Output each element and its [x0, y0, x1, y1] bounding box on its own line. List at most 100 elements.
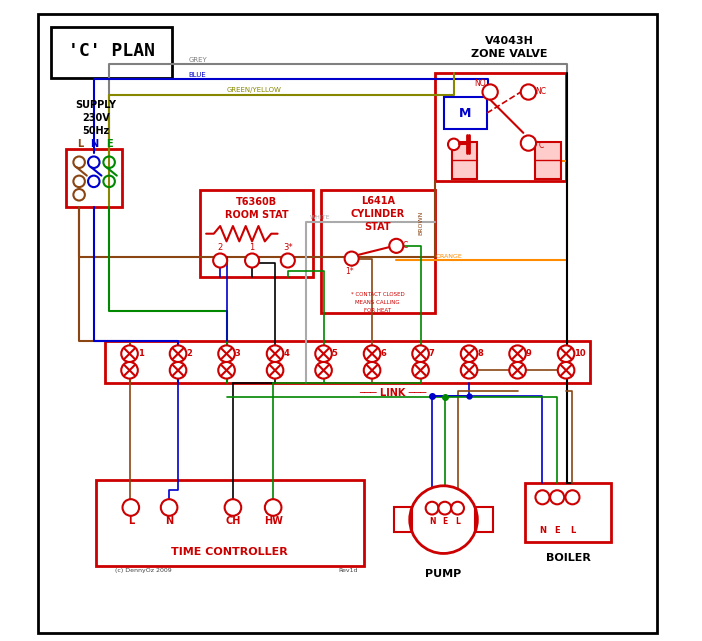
- Text: 5: 5: [332, 349, 338, 358]
- Text: ROOM STAT: ROOM STAT: [225, 210, 289, 221]
- Text: HW: HW: [264, 516, 283, 526]
- Circle shape: [482, 85, 498, 99]
- Bar: [444, 97, 487, 129]
- Text: CYLINDER: CYLINDER: [351, 209, 405, 219]
- Circle shape: [265, 499, 282, 516]
- Circle shape: [161, 499, 178, 516]
- Circle shape: [461, 362, 477, 379]
- Text: E: E: [107, 138, 113, 149]
- Text: BROWN: BROWN: [418, 211, 423, 235]
- Text: 9: 9: [526, 349, 531, 358]
- Circle shape: [345, 251, 359, 265]
- Circle shape: [536, 490, 550, 504]
- Text: 50Hz: 50Hz: [82, 126, 110, 136]
- Bar: [435, 73, 566, 181]
- Text: C: C: [403, 241, 408, 251]
- Circle shape: [121, 345, 138, 362]
- Circle shape: [550, 490, 564, 504]
- Text: C: C: [538, 141, 544, 150]
- Text: CH: CH: [225, 516, 241, 526]
- Text: TIME CONTROLLER: TIME CONTROLLER: [171, 547, 288, 557]
- Circle shape: [225, 499, 241, 516]
- Text: L: L: [77, 138, 83, 149]
- Circle shape: [558, 345, 574, 362]
- Circle shape: [315, 362, 332, 379]
- Text: 7: 7: [429, 349, 435, 358]
- Text: GREY: GREY: [188, 56, 207, 63]
- Circle shape: [425, 502, 439, 515]
- Circle shape: [170, 345, 186, 362]
- Circle shape: [245, 253, 259, 267]
- Bar: [395, 507, 412, 533]
- Text: Rev1d: Rev1d: [338, 568, 358, 573]
- Bar: [95, 480, 364, 566]
- Bar: [51, 27, 172, 78]
- Circle shape: [412, 345, 429, 362]
- Text: N: N: [91, 138, 98, 149]
- Text: FOR HEAT: FOR HEAT: [364, 308, 391, 313]
- Text: WHITE: WHITE: [310, 215, 330, 221]
- Text: T6360B: T6360B: [236, 197, 277, 208]
- Circle shape: [565, 490, 579, 504]
- Text: 4: 4: [284, 349, 289, 358]
- Circle shape: [439, 502, 451, 515]
- Text: ZONE VALVE: ZONE VALVE: [471, 49, 548, 60]
- Text: L641A: L641A: [361, 196, 395, 206]
- Circle shape: [509, 362, 526, 379]
- Text: E: E: [442, 517, 447, 526]
- Circle shape: [451, 502, 464, 515]
- Circle shape: [521, 135, 536, 151]
- Text: GREEN/YELLOW: GREEN/YELLOW: [227, 87, 282, 94]
- Bar: [66, 149, 122, 207]
- Circle shape: [390, 239, 404, 253]
- Text: L: L: [128, 516, 134, 526]
- Circle shape: [412, 362, 429, 379]
- Bar: [321, 190, 435, 313]
- Text: 1: 1: [138, 349, 144, 358]
- Bar: [105, 341, 590, 383]
- Text: N: N: [539, 526, 546, 535]
- Text: 3: 3: [235, 349, 241, 358]
- Circle shape: [521, 85, 536, 99]
- Circle shape: [315, 345, 332, 362]
- Circle shape: [364, 345, 380, 362]
- Text: 6: 6: [380, 349, 386, 358]
- Circle shape: [410, 486, 477, 553]
- Text: MEANS CALLING: MEANS CALLING: [355, 300, 400, 305]
- Text: L: L: [455, 517, 460, 526]
- Bar: [524, 483, 611, 542]
- Text: N: N: [165, 516, 173, 526]
- Circle shape: [364, 362, 380, 379]
- Circle shape: [558, 362, 574, 379]
- Circle shape: [123, 499, 139, 516]
- Text: (c) DennyOz 2009: (c) DennyOz 2009: [115, 568, 171, 573]
- Text: ORANGE: ORANGE: [435, 254, 462, 258]
- Bar: [200, 190, 313, 277]
- Text: BOILER: BOILER: [545, 553, 590, 563]
- Text: L: L: [570, 526, 575, 535]
- Text: * CONTACT CLOSED: * CONTACT CLOSED: [351, 292, 404, 297]
- Text: N: N: [429, 517, 435, 526]
- Text: ─── LINK ───: ─── LINK ───: [359, 388, 426, 397]
- Text: NO: NO: [474, 79, 486, 88]
- Circle shape: [170, 362, 186, 379]
- Text: E: E: [555, 526, 560, 535]
- Text: 1*: 1*: [345, 267, 354, 276]
- Circle shape: [218, 362, 235, 379]
- Circle shape: [448, 138, 460, 150]
- Circle shape: [267, 345, 284, 362]
- Text: 10: 10: [574, 349, 586, 358]
- Circle shape: [213, 253, 227, 267]
- Text: 1: 1: [249, 243, 255, 253]
- Text: 8: 8: [477, 349, 483, 358]
- Circle shape: [218, 345, 235, 362]
- Text: V4043H: V4043H: [485, 36, 534, 46]
- Text: NC: NC: [535, 87, 546, 96]
- Text: BLUE: BLUE: [188, 72, 206, 78]
- Text: SUPPLY: SUPPLY: [75, 101, 117, 110]
- Text: 230V: 230V: [82, 113, 110, 123]
- Text: 2: 2: [218, 243, 223, 253]
- Circle shape: [461, 345, 477, 362]
- Text: 3*: 3*: [283, 243, 293, 253]
- Circle shape: [281, 253, 295, 267]
